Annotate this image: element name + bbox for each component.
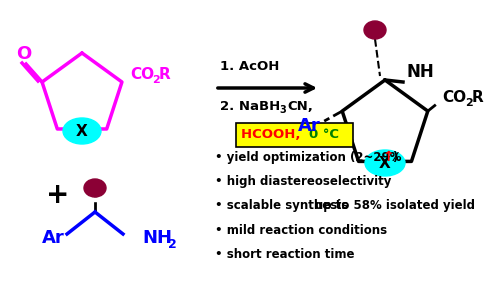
Text: • scalable synthesis: • scalable synthesis [215, 200, 348, 212]
Text: CO: CO [442, 90, 466, 105]
Text: • yield optimization (2~29%: • yield optimization (2~29% [215, 151, 402, 164]
Text: ): ) [392, 151, 398, 164]
Ellipse shape [365, 150, 405, 176]
Text: 1. AcOH: 1. AcOH [220, 60, 280, 72]
Text: O: O [16, 45, 32, 63]
Text: X: X [379, 155, 391, 171]
Text: 2. NaBH: 2. NaBH [220, 99, 280, 112]
Text: • high diastereoselectivity: • high diastereoselectivity [215, 176, 392, 189]
Text: up to 58% isolated yield: up to 58% isolated yield [315, 198, 475, 212]
Text: 3: 3 [279, 105, 286, 115]
Text: CO: CO [130, 67, 154, 81]
Text: NH: NH [142, 229, 172, 247]
Text: 0 °C: 0 °C [309, 128, 339, 142]
Text: X: X [76, 124, 88, 139]
Text: +: + [46, 181, 70, 209]
Text: 2: 2 [465, 98, 472, 108]
Text: R: R [472, 90, 484, 105]
Text: • mild reaction conditions: • mild reaction conditions [215, 223, 387, 237]
Ellipse shape [84, 179, 106, 197]
Text: ↑: ↑ [382, 150, 394, 164]
Text: Ar: Ar [42, 229, 64, 247]
FancyBboxPatch shape [236, 123, 353, 147]
Ellipse shape [364, 21, 386, 39]
Text: 2: 2 [168, 237, 177, 250]
Text: HCOOH,: HCOOH, [241, 128, 305, 142]
Text: Ar: Ar [298, 117, 320, 135]
Text: R: R [159, 67, 170, 81]
Text: NH: NH [407, 63, 435, 81]
Text: • short reaction time: • short reaction time [215, 248, 354, 260]
Text: CN,: CN, [287, 99, 313, 112]
Text: 2: 2 [152, 75, 160, 85]
Ellipse shape [63, 118, 101, 144]
